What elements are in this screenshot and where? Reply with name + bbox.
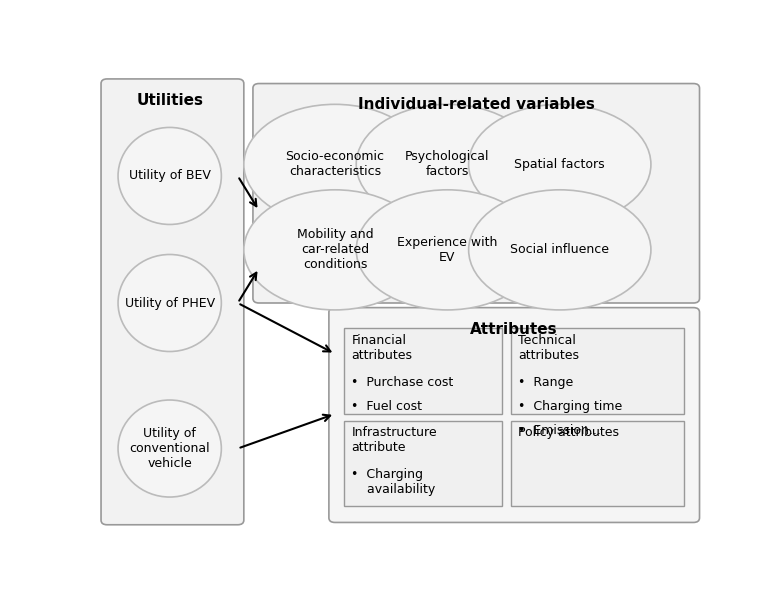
- Text: Social influence: Social influence: [510, 244, 609, 256]
- Text: •  Charging
    availability: • Charging availability: [351, 468, 436, 496]
- Text: Utility of PHEV: Utility of PHEV: [125, 296, 215, 310]
- Bar: [511, 328, 684, 414]
- FancyBboxPatch shape: [253, 83, 699, 303]
- Text: Infrastructure
attribute: Infrastructure attribute: [351, 427, 437, 454]
- Text: Attributes: Attributes: [470, 322, 558, 337]
- Ellipse shape: [356, 190, 539, 310]
- Ellipse shape: [118, 254, 221, 352]
- Text: Utility of BEV: Utility of BEV: [129, 169, 211, 182]
- Ellipse shape: [118, 400, 221, 497]
- Text: •  Charging time: • Charging time: [518, 400, 622, 413]
- Ellipse shape: [356, 104, 539, 224]
- Bar: [344, 421, 502, 506]
- Text: Utilities: Utilities: [136, 93, 203, 108]
- Text: Individual-related variables: Individual-related variables: [358, 97, 595, 112]
- Bar: [511, 421, 684, 506]
- Text: Policy attributes: Policy attributes: [518, 427, 619, 439]
- Text: Socio-economic
characteristics: Socio-economic characteristics: [285, 151, 384, 178]
- FancyBboxPatch shape: [101, 79, 244, 525]
- Text: Spatial factors: Spatial factors: [514, 158, 605, 171]
- Text: Experience with
EV: Experience with EV: [397, 236, 498, 264]
- Ellipse shape: [469, 104, 651, 224]
- Ellipse shape: [244, 190, 426, 310]
- Text: Financial
attributes: Financial attributes: [351, 334, 412, 362]
- Ellipse shape: [244, 104, 426, 224]
- Ellipse shape: [469, 190, 651, 310]
- FancyBboxPatch shape: [329, 308, 699, 523]
- Text: •  Purchase cost: • Purchase cost: [351, 376, 454, 389]
- Text: Mobility and
car-related
conditions: Mobility and car-related conditions: [296, 229, 373, 271]
- Ellipse shape: [118, 127, 221, 224]
- Text: •  Range: • Range: [518, 376, 574, 389]
- Bar: [344, 328, 502, 414]
- Text: Technical
attributes: Technical attributes: [518, 334, 579, 362]
- Text: •  Emission...: • Emission...: [518, 424, 601, 437]
- Text: Utility of
conventional
vehicle: Utility of conventional vehicle: [129, 427, 210, 470]
- Text: •  Fuel cost: • Fuel cost: [351, 400, 423, 413]
- Text: Psychological
factors: Psychological factors: [405, 151, 490, 178]
